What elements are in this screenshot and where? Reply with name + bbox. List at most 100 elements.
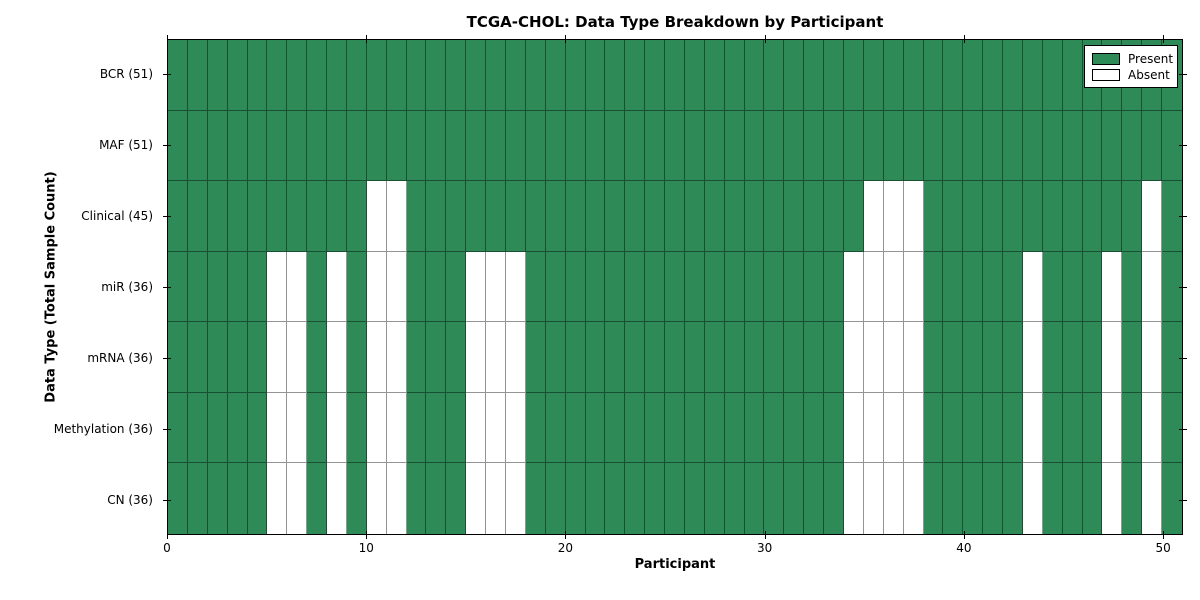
heatmap-cell [1082,322,1103,393]
heatmap-cell [207,40,228,111]
tick-mark [366,35,368,43]
heatmap-cell [744,40,765,111]
heatmap-cell [287,463,308,534]
tick-mark [163,357,171,359]
heatmap-cell [247,463,268,534]
heatmap-cell [168,110,188,182]
heatmap-cell [585,40,606,111]
heatmap-cell [1082,392,1103,464]
heatmap-cell [1102,322,1123,393]
y-tick-label: MAF (51) [99,138,153,153]
heatmap-cell [843,110,864,182]
heatmap-cell [207,110,228,182]
legend-swatch-absent-icon [1092,68,1120,81]
tick-mark [963,35,965,43]
heatmap-cell [1062,40,1083,111]
heatmap-cell [585,392,606,464]
heatmap-cell [943,181,964,252]
heatmap-cell [187,40,208,111]
x-tick-label: 0 [163,541,171,555]
heatmap-cell [843,251,864,323]
heatmap-cell [1122,463,1143,534]
heatmap-cell [227,392,248,464]
heatmap-cell [784,181,805,252]
heatmap-cell [327,110,347,182]
heatmap-cell [1122,181,1143,252]
heatmap-cell [307,181,328,252]
heatmap-cell [287,110,308,182]
heatmap-cell [983,251,1004,323]
heatmap-cell [446,463,467,534]
heatmap-cell [843,392,864,464]
legend-swatch-present-icon [1092,52,1120,65]
heatmap-cell [426,110,447,182]
heatmap-cell [784,463,805,534]
heatmap-cell [267,392,288,464]
heatmap-cell [267,40,288,111]
heatmap-cell [1082,110,1103,182]
heatmap-cell [605,322,626,393]
heatmap-cell [1003,463,1023,534]
tick-mark [366,531,368,539]
heatmap-cell [545,463,566,534]
heatmap-cell [426,40,447,111]
heatmap-cell [824,251,844,323]
y-tick-label: BCR (51) [99,67,153,82]
heatmap-cell [605,392,626,464]
heatmap-cell [386,181,407,252]
heatmap-cell [645,463,666,534]
heatmap-cell [1122,251,1143,323]
heatmap-cell [327,40,347,111]
heatmap-cell [346,392,367,464]
heatmap-cell [207,392,228,464]
heatmap-cell [187,110,208,182]
chart-title: TCGA-CHOL: Data Type Breakdown by Partic… [466,13,884,31]
heatmap-cell [1022,40,1043,111]
heatmap-cell [744,463,765,534]
heatmap-cell [267,463,288,534]
heatmap-cell [724,392,745,464]
heatmap-cell [903,181,924,252]
heatmap-cell [843,40,864,111]
heatmap-cell [505,463,526,534]
heatmap-cell [1162,181,1182,252]
heatmap-cell [764,392,785,464]
heatmap-cell [287,322,308,393]
heatmap-cell [883,40,904,111]
heatmap-cell [327,392,347,464]
heatmap-cell [923,392,944,464]
tick-mark [167,35,168,43]
heatmap-cell [704,110,725,182]
heatmap-cell [346,322,367,393]
heatmap-cell [983,463,1004,534]
heatmap-cell [585,322,606,393]
heatmap-cell [1122,392,1143,464]
heatmap-cell [346,110,367,182]
heatmap-cell [525,110,546,182]
heatmap-cell [1062,181,1083,252]
heatmap-cell [863,110,884,182]
heatmap-cell [1022,463,1043,534]
heatmap-cell [943,251,964,323]
heatmap-cell [168,463,188,534]
heatmap-cell [426,181,447,252]
heatmap-cell [923,110,944,182]
heatmap-cell [983,40,1004,111]
heatmap-cell [1042,392,1063,464]
heatmap-cell [247,322,268,393]
heatmap-cell [247,110,268,182]
heatmap-cell [744,322,765,393]
heatmap-cell [1003,110,1023,182]
heatmap-cell [227,181,248,252]
x-tick-label: 30 [757,541,773,555]
heatmap-cell [466,110,487,182]
y-tick-label: miR (36) [101,280,153,294]
heatmap-cell [386,110,407,182]
tick-mark [163,287,171,288]
heatmap-cell [824,392,844,464]
heatmap-cell [903,110,924,182]
heatmap-cell [1062,392,1083,464]
heatmap-cell [327,181,347,252]
heatmap-cell [625,251,646,323]
heatmap-cell [744,181,765,252]
